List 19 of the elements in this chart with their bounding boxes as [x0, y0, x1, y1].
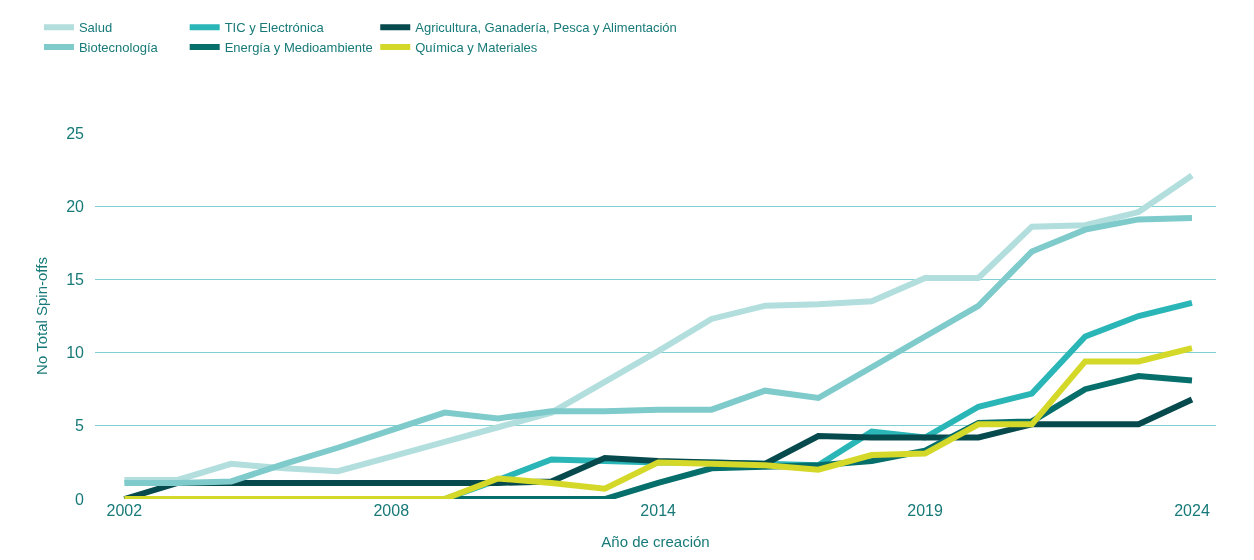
y-tick-label: 15 — [66, 271, 85, 288]
legend-label: Agricultura, Ganadería, Pesca y Alimentación — [415, 20, 677, 36]
y-tick-label: 5 — [75, 417, 85, 435]
y-tick-label: 10 — [66, 344, 85, 362]
x-axis-title: Año de creación — [601, 533, 710, 550]
y-tick-label: 0 — [75, 490, 85, 508]
x-tick-label: 2024 — [1174, 502, 1210, 519]
x-tick-label: 2019 — [907, 502, 943, 519]
legend-label: TIC y Electrónica — [224, 20, 325, 36]
y-tick-label: 20 — [66, 197, 85, 215]
legend-label: Energía y Medioambiente — [224, 40, 373, 56]
y-tick-label: 25 — [66, 124, 85, 142]
legend-label: Biotecnología — [78, 40, 159, 56]
legend-label: Química y Materiales — [415, 40, 538, 56]
x-tick-label: 2008 — [373, 502, 410, 519]
x-tick-label: 2002 — [106, 502, 143, 519]
legend-label: Salud — [78, 20, 113, 36]
y-axis-title: No Total Spin-offs — [33, 257, 51, 375]
x-tick-label: 2014 — [640, 502, 677, 519]
